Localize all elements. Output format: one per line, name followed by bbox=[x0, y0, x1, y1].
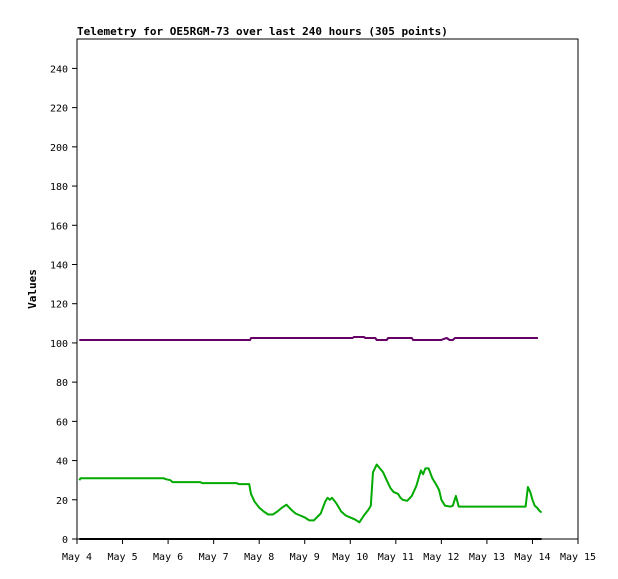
y-tick-label: 40 bbox=[56, 457, 68, 468]
x-tick-label: May 14 bbox=[514, 552, 550, 563]
y-tick-label: 220 bbox=[50, 104, 68, 115]
y-tick-label: 20 bbox=[56, 496, 68, 507]
y-tick-label: 120 bbox=[50, 300, 68, 311]
series-line-1 bbox=[79, 336, 538, 341]
y-tick-label: 80 bbox=[56, 378, 68, 389]
x-tick-label: May 8 bbox=[244, 552, 274, 563]
x-tick-label: May 9 bbox=[290, 552, 320, 563]
x-tick-label: May 6 bbox=[153, 552, 183, 563]
y-tick-label: 240 bbox=[50, 64, 68, 75]
x-tick-label: May 15 bbox=[560, 552, 596, 563]
y-tick-label: 180 bbox=[50, 182, 68, 193]
y-tick-label: 0 bbox=[62, 535, 68, 546]
x-tick-label: May 10 bbox=[332, 552, 368, 563]
y-tick-label: 200 bbox=[50, 143, 68, 154]
y-tick-label: 60 bbox=[56, 417, 68, 428]
y-tick-label: 140 bbox=[50, 260, 68, 271]
y-tick-label: 100 bbox=[50, 339, 68, 350]
x-axis: May 4 May 5 May 6 May 7 May 8 May 9 May 10 May … bbox=[62, 539, 596, 563]
series-line-2 bbox=[78, 463, 543, 524]
x-tick-label: May 7 bbox=[199, 552, 229, 563]
x-tick-label: May 12 bbox=[423, 552, 459, 563]
y-axis-label: Values bbox=[26, 269, 39, 309]
y-axis: 0 20 40 60 80 100 120 140 160 180 200 220 240 bbox=[50, 64, 77, 546]
x-tick-label: May 11 bbox=[378, 552, 414, 563]
x-tick-label: May 4 bbox=[62, 552, 92, 563]
chart-title: Telemetry for OE5RGM-73 over last 240 ho… bbox=[77, 25, 448, 38]
series-layer bbox=[78, 336, 543, 540]
plot-area-frame bbox=[76, 38, 579, 540]
y-tick-label: 160 bbox=[50, 221, 68, 232]
x-tick-label: May 5 bbox=[107, 552, 137, 563]
x-tick-label: May 13 bbox=[469, 552, 505, 563]
